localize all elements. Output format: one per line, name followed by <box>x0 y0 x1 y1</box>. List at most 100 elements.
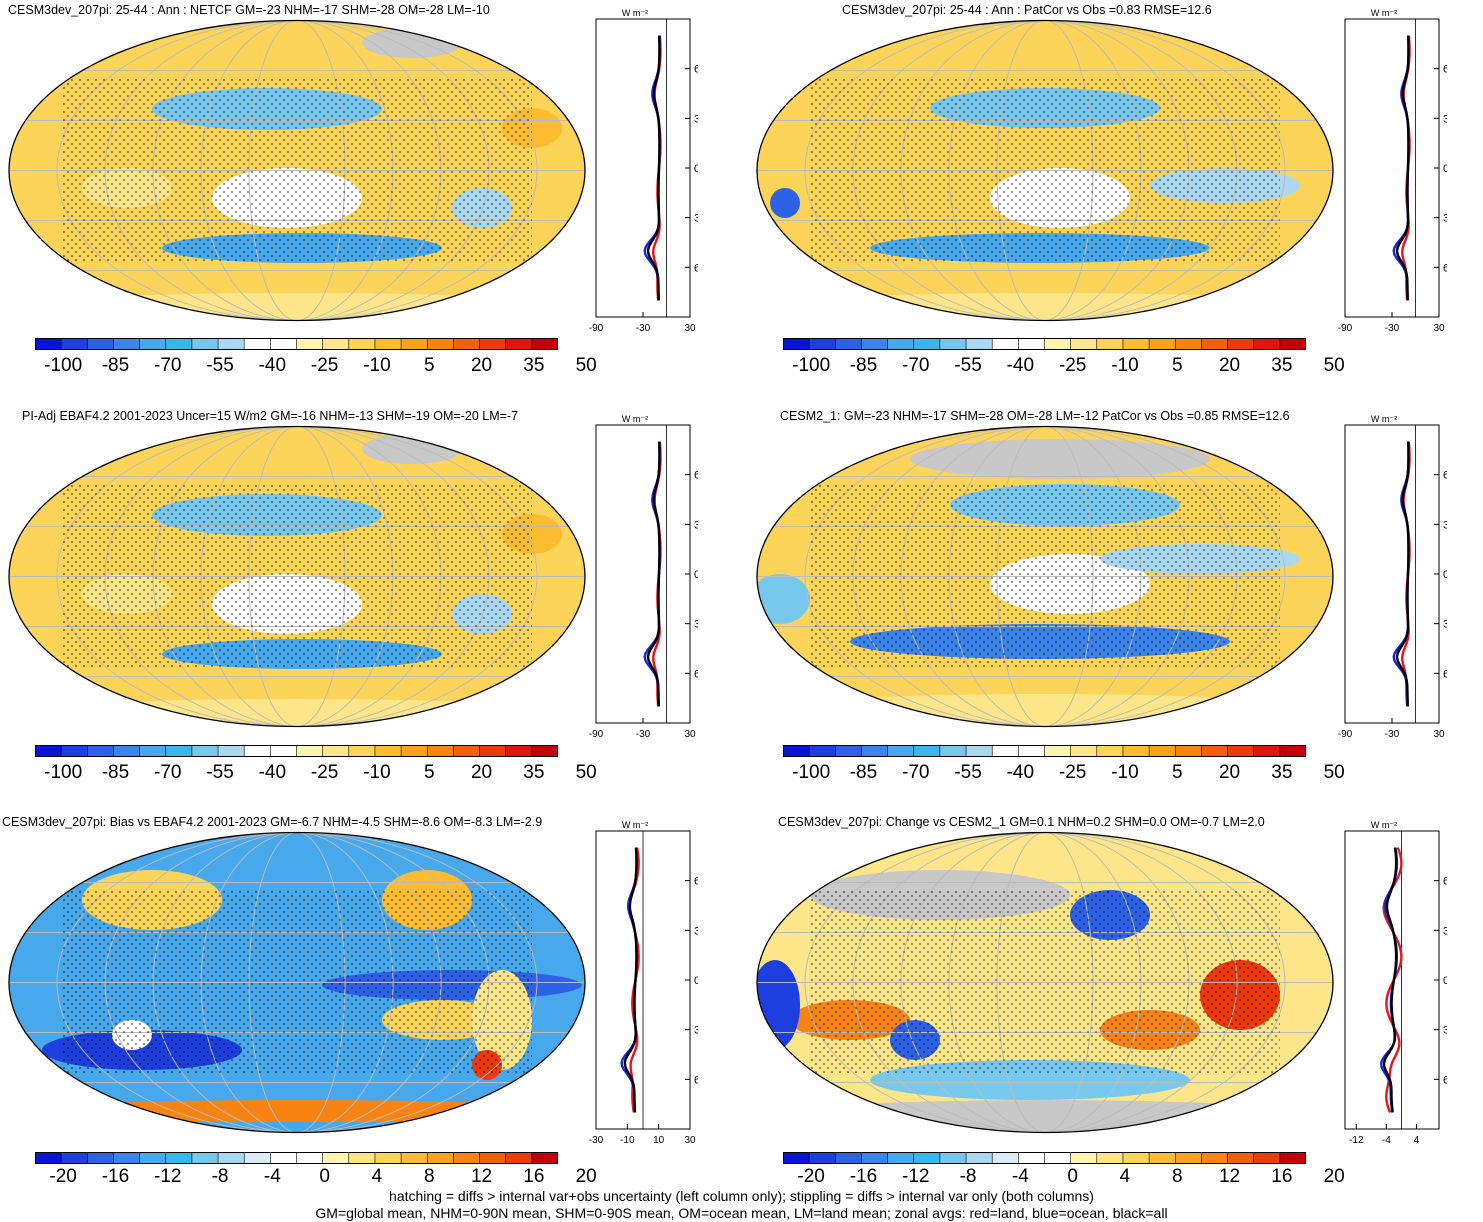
map-border <box>756 19 1334 322</box>
zonal-all-line <box>623 847 638 1113</box>
colorbar-tick-label: -10 <box>1111 762 1139 783</box>
colorbar-swatch <box>113 745 141 757</box>
colorbar-swatch <box>505 1152 533 1164</box>
colorbar-swatch <box>1175 1152 1202 1164</box>
zonal-units: W m⁻² <box>1371 820 1397 830</box>
colorbar-tick-label: -12 <box>902 1166 930 1187</box>
zonal-x-tick-label: -12 <box>1349 1135 1364 1146</box>
colorbar-swatch <box>531 1152 558 1164</box>
colorbar-swatch <box>479 1152 507 1164</box>
colorbar-tick-label: 5 <box>423 355 435 376</box>
colorbar-swatch <box>1018 745 1045 757</box>
zonal-x-tick-label: -30 <box>636 323 651 334</box>
zonal-lat-tick-label: 30S <box>694 1025 698 1037</box>
zonal-mean-plot: W m⁻² -12 -4 4 60N 30N 0 30S 60S <box>1344 820 1447 1146</box>
colorbar-swatch <box>270 338 297 350</box>
zonal-frame <box>1344 18 1440 318</box>
world-map <box>8 19 586 322</box>
colorbar-swatch <box>1279 1152 1306 1164</box>
colorbar-labels: -100 -85 -70 -55 -40 -25 -10 5 20 35 50 <box>783 762 1345 784</box>
zonal-x-tick-label: -10 <box>620 1135 635 1146</box>
colorbar-tick-label: -4 <box>1011 1166 1029 1187</box>
colorbar-tick-label: 50 <box>575 762 597 783</box>
colorbar-swatch <box>887 745 915 757</box>
colorbar-swatch <box>270 1152 297 1164</box>
colorbar-swatch <box>453 1152 481 1164</box>
colorbar-tick-label: -55 <box>954 355 982 376</box>
colorbar-swatch <box>479 338 507 350</box>
world-map <box>756 831 1334 1134</box>
zonal-x-tick-label: -30 <box>1385 729 1400 740</box>
map-border <box>8 19 586 322</box>
colorbar-swatch <box>35 1152 62 1164</box>
colorbar-swatch <box>61 1152 88 1164</box>
graticule <box>804 832 1286 1133</box>
zonal-units: W m⁻² <box>1371 8 1397 18</box>
colorbar-tick-label: 20 <box>1323 1166 1345 1187</box>
colorbar-tick-label: 8 <box>1171 1166 1183 1187</box>
zonal-lat-tick-label: 60S <box>1443 1074 1447 1086</box>
colorbar-labels: -20 -16 -12 -8 -4 0 4 8 12 16 20 <box>35 1166 596 1188</box>
zonal-lat-tick-label: 60N <box>694 470 698 482</box>
zonal-lat-tick-label: 60N <box>694 64 698 76</box>
panel-title: PI-Adj EBAF4.2 2001-2023 Uncer=15 W/m2 G… <box>22 409 519 423</box>
colorbar-swatch <box>1070 745 1098 757</box>
zonal-lat-tick-label: 60N <box>694 876 698 888</box>
zonal-x-tick-label: -30 <box>636 729 651 740</box>
colorbar-swatch <box>913 338 941 350</box>
zonal-lat-tick-label: 60S <box>694 668 698 680</box>
zonal-lat-tick-label: 0 <box>694 975 698 987</box>
zonal-lat-tick-label: 60S <box>694 1074 698 1086</box>
colorbar-swatch <box>1149 1152 1176 1164</box>
colorbar-tick-label: -25 <box>310 762 339 783</box>
colorbar-swatch <box>966 1152 993 1164</box>
colorbar-swatch <box>861 338 889 350</box>
colorbar-swatch <box>87 338 114 350</box>
colorbar-tick-label: -85 <box>849 762 878 783</box>
colorbar-tick-label: -70 <box>154 355 182 376</box>
zonal-frame <box>1344 424 1440 724</box>
colorbar-swatch <box>1149 745 1176 757</box>
zonal-frame <box>1344 830 1440 1130</box>
colorbar-swatch <box>913 1152 941 1164</box>
stippling <box>62 484 532 669</box>
colorbar-swatch <box>783 338 810 350</box>
colorbar-swatch <box>887 338 915 350</box>
colorbar-swatch <box>61 745 88 757</box>
colorbar-tick-label: 0 <box>319 1166 330 1187</box>
colorbar-swatch <box>218 745 245 757</box>
colorbar-swatch <box>165 1152 193 1164</box>
world-map <box>756 425 1334 728</box>
colorbar-swatch <box>1253 1152 1281 1164</box>
colorbar-tick-label: -85 <box>849 355 878 376</box>
zonal-lat-tick-label: 30N <box>1443 925 1447 937</box>
colorbar-swatch <box>322 1152 350 1164</box>
colorbar-tick-label: -16 <box>101 1166 130 1187</box>
colorbar-swatch <box>1149 338 1176 350</box>
colorbar-swatch <box>809 1152 836 1164</box>
colorbar-swatch <box>1122 1152 1150 1164</box>
colorbar-labels: -100 -85 -70 -55 -40 -25 -10 5 20 35 50 <box>35 762 597 784</box>
zonal-x-tick-label: 30 <box>684 1135 696 1146</box>
colorbar-swatch <box>296 745 324 757</box>
zonal-lat-tick-label: 30N <box>694 113 698 125</box>
colorbar <box>35 1152 558 1164</box>
colorbar-tick-label: -100 <box>792 762 831 783</box>
colorbar-tick-label: 50 <box>575 355 597 376</box>
colorbar-swatch <box>427 338 454 350</box>
colorbar-tick-label: -8 <box>211 1166 229 1187</box>
zonal-lat-tick-label: 0 <box>1443 569 1447 581</box>
colorbar-swatch <box>139 1152 167 1164</box>
colorbar-swatch <box>401 338 428 350</box>
colorbar-swatch <box>270 745 297 757</box>
colorbar-tick-label: -85 <box>101 762 130 783</box>
zonal-units: W m⁻² <box>622 414 648 424</box>
colorbar-swatch <box>1227 338 1255 350</box>
colorbar-swatch <box>1201 338 1229 350</box>
colorbar-tick-label: -25 <box>1058 762 1087 783</box>
zonal-x-tick-label: -30 <box>1385 323 1400 334</box>
colorbar-tick-label: -40 <box>1006 762 1035 783</box>
colorbar-labels: -100 -85 -70 -55 -40 -25 -10 5 20 35 50 <box>783 355 1345 377</box>
colorbar-swatch <box>1096 745 1124 757</box>
colorbar-swatch <box>939 1152 967 1164</box>
